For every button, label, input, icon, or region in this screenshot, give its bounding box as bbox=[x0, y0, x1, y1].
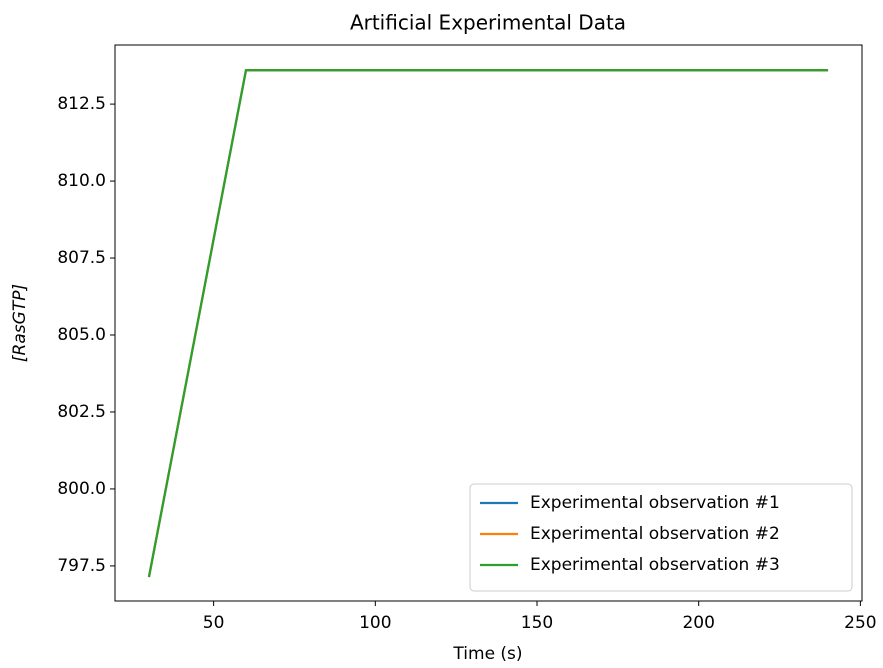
y-tick-label: 802.5 bbox=[57, 402, 106, 422]
y-tick-label: 805.0 bbox=[57, 325, 106, 345]
y-axis-label: [RasGTP] bbox=[10, 284, 30, 362]
legend-label: Experimental observation #3 bbox=[530, 555, 780, 575]
x-tick-label: 150 bbox=[521, 613, 553, 633]
y-tick-label: 807.5 bbox=[57, 248, 106, 268]
x-axis-label: Time (s) bbox=[452, 644, 522, 664]
legend-label: Experimental observation #1 bbox=[530, 493, 780, 513]
y-tick-label: 812.5 bbox=[57, 94, 106, 114]
x-tick-label: 50 bbox=[203, 613, 225, 633]
legend-box bbox=[469, 483, 853, 592]
x-tick-label: 250 bbox=[844, 613, 876, 633]
legend-label: Experimental observation #2 bbox=[530, 524, 780, 544]
y-tick-label: 797.5 bbox=[57, 556, 106, 576]
y-tick-label: 810.0 bbox=[57, 171, 106, 191]
y-tick-label: 800.0 bbox=[57, 479, 106, 499]
line-series bbox=[147, 69, 829, 578]
x-tick-label: 100 bbox=[359, 613, 391, 633]
x-tick-label: 200 bbox=[682, 613, 714, 633]
chart-title: Artificial Experimental Data bbox=[350, 11, 626, 35]
plot-frame bbox=[114, 44, 863, 602]
